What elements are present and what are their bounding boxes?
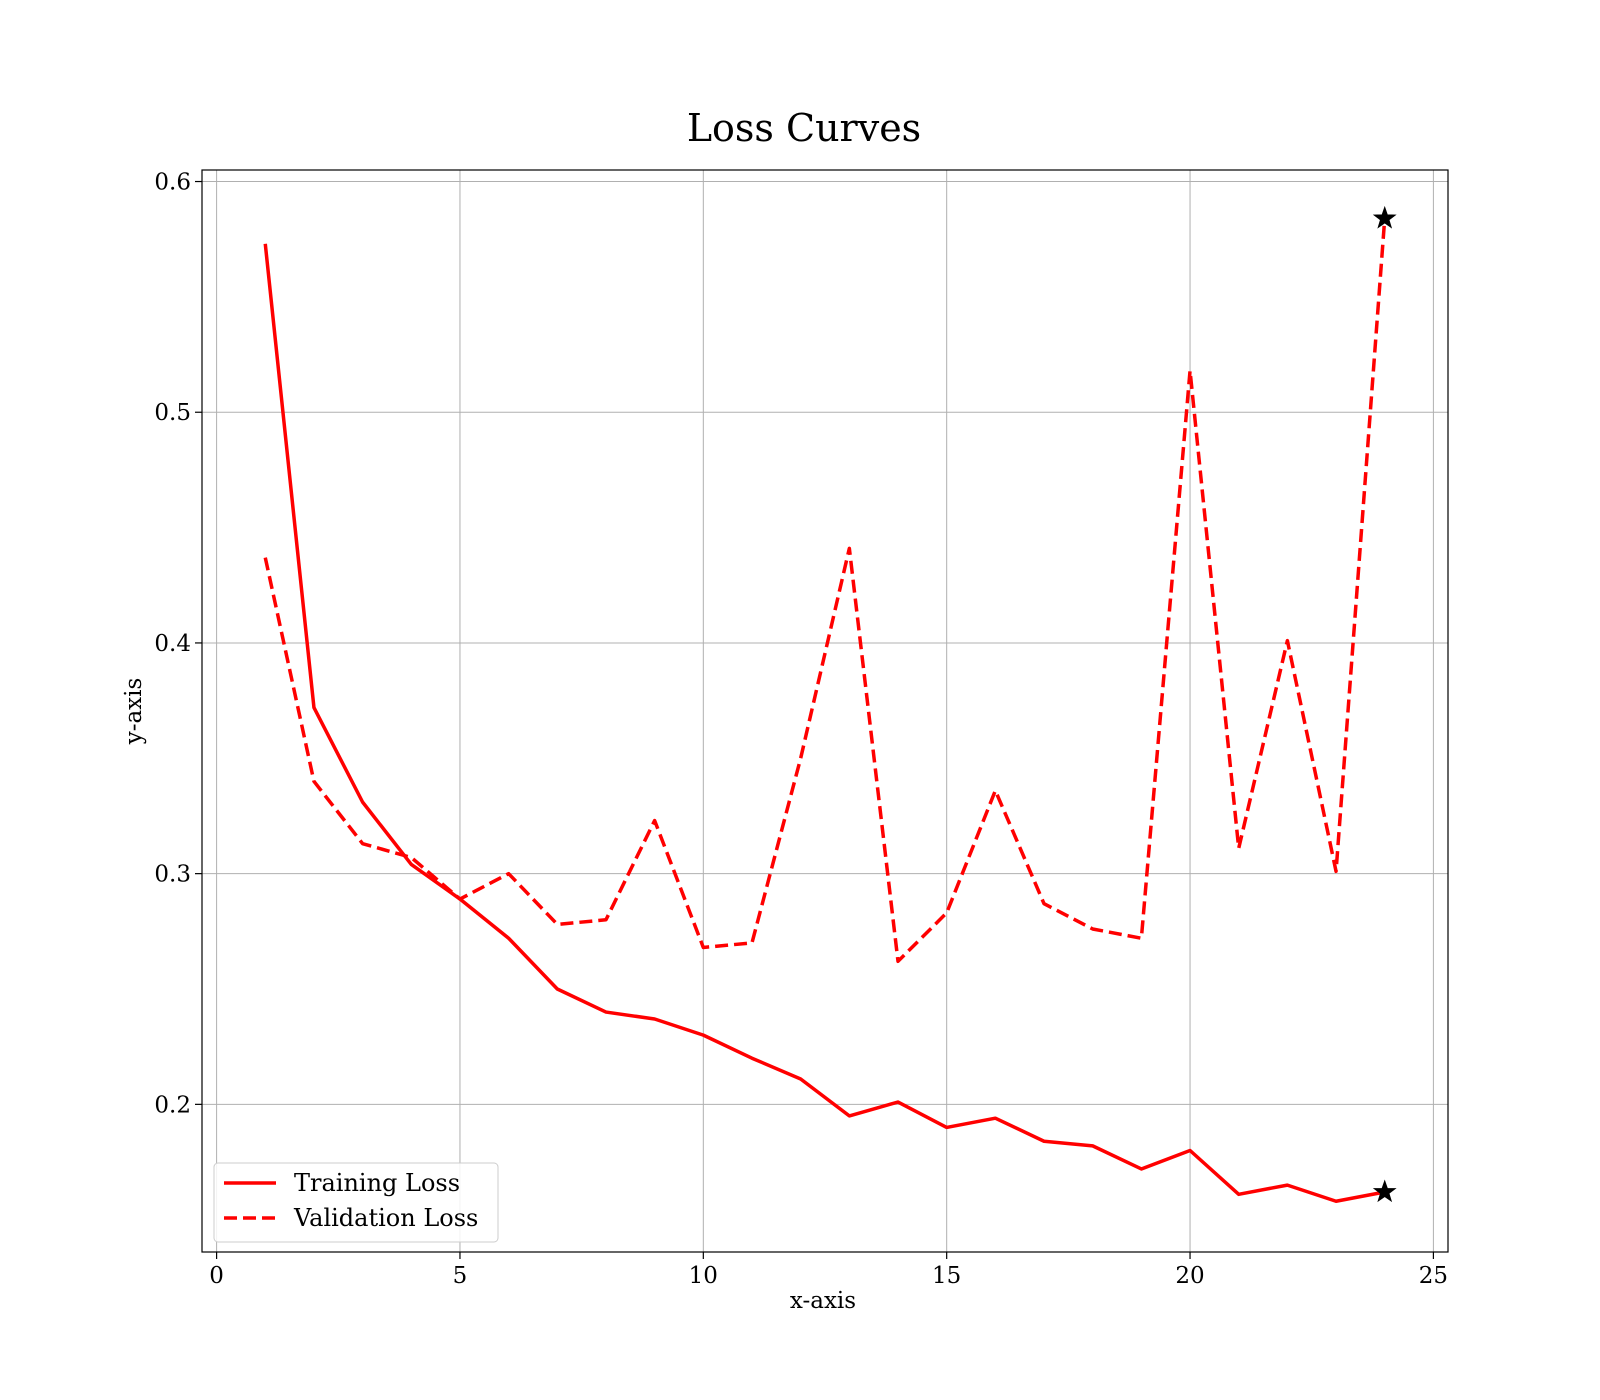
x-axis-label: x-axis: [790, 1288, 856, 1314]
y-tick-label: 0.2: [154, 1092, 191, 1118]
training-loss-line: [263, 243, 1386, 1203]
star-marker: [1372, 205, 1397, 229]
legend: Training Loss Validation Loss: [213, 1162, 499, 1243]
grid-lines: [202, 170, 1448, 1252]
x-tick-label: 15: [932, 1263, 961, 1289]
legend-box: [213, 1162, 499, 1243]
y-axis-label: y-axis: [121, 678, 147, 746]
y-tick-label: 0.5: [154, 400, 191, 426]
chart-title: Loss Curves: [687, 106, 921, 150]
x-tick-label: 5: [453, 1263, 468, 1289]
x-tick-label: 25: [1419, 1263, 1448, 1289]
validation-loss-line: [263, 218, 1387, 964]
axis-ticks: 0 5 10 15 20 25 0.2 0.3 0.4 0.5 0.6: [154, 170, 1448, 1289]
legend-label: Training Loss: [294, 1169, 460, 1197]
x-tick-label: 10: [689, 1263, 718, 1289]
plot-frame: [201, 169, 1449, 1253]
legend-label: Validation Loss: [293, 1204, 478, 1232]
x-tick-label: 20: [1175, 1263, 1204, 1289]
y-tick-label: 0.3: [154, 862, 191, 888]
x-tick-label: 0: [209, 1263, 224, 1289]
y-tick-label: 0.6: [154, 170, 191, 196]
plot-series: [263, 205, 1397, 1203]
star-marker: [1372, 1179, 1397, 1203]
y-tick-label: 0.4: [154, 631, 191, 657]
